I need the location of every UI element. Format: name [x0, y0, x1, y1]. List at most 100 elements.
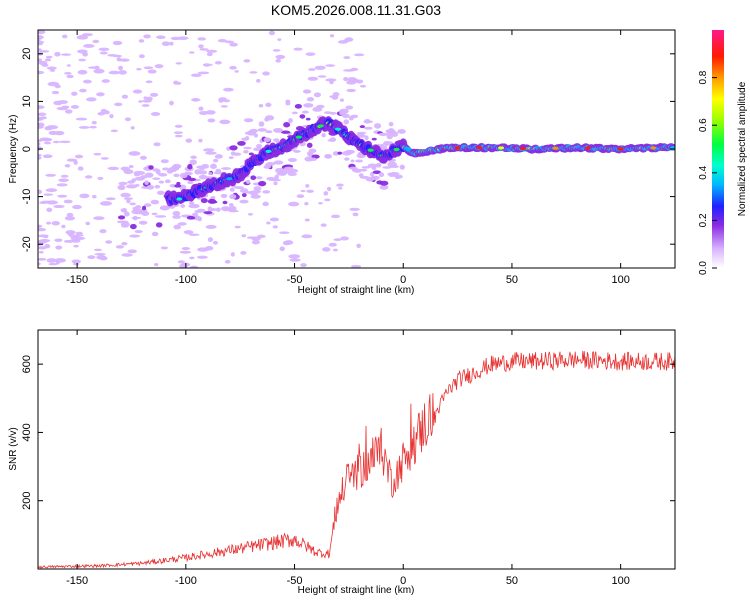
- spectrogram-cell: [66, 64, 71, 67]
- spectrogram-cell: [356, 132, 364, 137]
- spectrogram-cell: [301, 234, 313, 239]
- spectrogram-cell: [148, 165, 154, 170]
- y-tick-label: -10: [21, 189, 33, 205]
- spectrogram-cell: [161, 167, 170, 171]
- spectrogram-cell: [56, 106, 68, 111]
- spectrogram-cell: [305, 117, 311, 121]
- spectrogram-cell: [295, 135, 302, 139]
- spectrogram-cell: [198, 174, 208, 180]
- spectrogram-cell: [144, 180, 149, 186]
- spectrogram-cell: [123, 169, 134, 175]
- spectrogram-cell: [173, 173, 180, 178]
- spectrogram-cell: [123, 211, 130, 217]
- spectrogram-cell: [38, 142, 41, 146]
- colorbar-tick-label: 0.8: [698, 70, 709, 84]
- spectrogram-cell: [212, 240, 219, 245]
- spectrogram-cell: [383, 140, 390, 147]
- spectrogram-cell: [358, 173, 364, 178]
- spectrogram-cell: [38, 60, 48, 66]
- spectrogram-cell: [62, 34, 68, 39]
- spectrogram-cell: [279, 231, 290, 235]
- spectrogram-cell: [258, 180, 267, 187]
- spectrogram-cell: [87, 255, 96, 260]
- spectrogram-cell: [171, 165, 180, 171]
- spectrogram-cell: [53, 204, 65, 209]
- spectrogram-cell: [114, 102, 123, 107]
- x-tick-label: 0: [400, 575, 406, 587]
- spectrogram-cell: [197, 71, 210, 75]
- spectrogram-cell: [273, 160, 284, 165]
- spectrogram-cell: [348, 166, 358, 170]
- spectrogram-cell: [110, 129, 118, 133]
- spectrogram-cell: [38, 112, 47, 117]
- spectrogram-cell: [56, 183, 68, 187]
- spectrogram-cell: [387, 161, 397, 167]
- spectrogram-cell: [78, 58, 86, 62]
- snr-x-label: Height of straight line (km): [298, 585, 415, 596]
- spectrogram-cell: [338, 40, 348, 44]
- spectrogram-cell: [351, 264, 362, 268]
- spectrogram-cell: [61, 224, 66, 229]
- spectrogram-cell: [116, 57, 122, 62]
- spectrogram-cell: [93, 248, 102, 252]
- spectrogram-cell: [251, 239, 260, 245]
- spectrogram-cell: [228, 203, 234, 207]
- spectrogram-cell: [234, 186, 245, 190]
- spectrogram-cell: [174, 184, 182, 188]
- spectrogram-cell: [338, 186, 343, 190]
- spectrogram-cell: [71, 239, 81, 243]
- spectrogram-cell: [129, 223, 137, 230]
- spectrogram-cell: [343, 56, 351, 60]
- spectrogram-cell: [328, 242, 337, 247]
- spectrogram-cell: [350, 67, 359, 72]
- spectrogram-cell: [262, 201, 269, 207]
- spectrogram-cell: [38, 227, 47, 232]
- spectrogram-cell: [38, 35, 44, 40]
- spectrogram-cell: [183, 230, 194, 235]
- y-tick-label: 0: [21, 146, 33, 152]
- spectrogram-cell: [258, 121, 265, 127]
- spectrogram-cell: [160, 159, 169, 164]
- spectrogram-cell: [391, 131, 399, 137]
- spectrogram-cell: [241, 193, 247, 198]
- spectrogram-cell: [172, 211, 181, 216]
- spectrogram-cell: [329, 137, 337, 142]
- spectrogram-cell: [100, 157, 109, 160]
- spectrogram-cell: [176, 197, 183, 201]
- spectrogram-cell: [43, 155, 53, 159]
- spectrogram-cell: [246, 236, 257, 239]
- spectrogram-cell: [203, 148, 215, 152]
- spectrogram-cell: [120, 222, 130, 227]
- spectrogram-cell: [234, 225, 241, 229]
- spectrogram-cell: [287, 172, 298, 176]
- spectrogram-cell: [323, 191, 329, 196]
- spectrogram-cell: [194, 169, 202, 175]
- spectrogram-cell: [198, 106, 204, 111]
- spectrogram-cell: [206, 52, 213, 57]
- spectrogram-cell: [287, 157, 297, 162]
- spectrogram-cell: [146, 184, 155, 190]
- spectrogram-cell: [329, 34, 335, 38]
- spectrogram-cell: [397, 129, 406, 134]
- spectrogram-cell: [228, 205, 237, 212]
- spectrogram-cell: [51, 220, 60, 226]
- spectrogram-cell: [155, 215, 167, 218]
- spectrogram-cell: [239, 199, 249, 204]
- spectrogram-cell: [108, 70, 121, 75]
- spectrogram-cell: [131, 209, 142, 215]
- spectrogram-cell: [239, 188, 249, 193]
- spectrogram-cell: [352, 212, 359, 217]
- spectrogram-cell: [126, 199, 131, 204]
- spectrogram-cell: [44, 58, 52, 62]
- x-tick-label: 0: [400, 274, 406, 286]
- spectrogram-cell: [363, 119, 371, 124]
- spectrogram-cell: [155, 222, 163, 228]
- spectrogram-cell: [356, 243, 361, 249]
- snr-panel: -150 -100 -50 0 50 100 200 400 600 Height of st…: [8, 329, 676, 596]
- spectrogram-cell: [476, 146, 483, 150]
- spectrogram-cell: [275, 58, 282, 63]
- spectrogram-cell: [60, 174, 69, 178]
- spectrogram-cell: [46, 221, 52, 225]
